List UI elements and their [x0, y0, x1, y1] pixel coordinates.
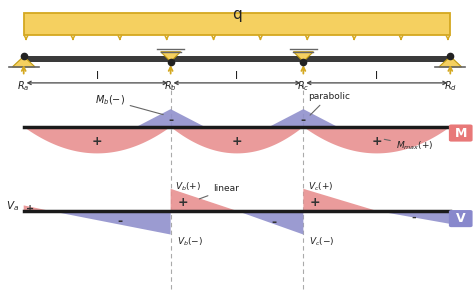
Polygon shape	[171, 127, 303, 153]
Text: $V_b(-)$: $V_b(-)$	[176, 236, 203, 248]
Text: $M_b(-)$: $M_b(-)$	[95, 93, 163, 115]
Bar	[24, 13, 450, 35]
Text: $V_c(-)$: $V_c(-)$	[310, 236, 335, 248]
Text: -: -	[271, 216, 276, 229]
Text: +: +	[26, 204, 34, 214]
Bar	[21, 56, 453, 62]
Text: $R_a$: $R_a$	[18, 79, 30, 93]
Polygon shape	[237, 211, 303, 235]
Text: -: -	[411, 212, 416, 222]
Text: V: V	[456, 212, 465, 225]
Polygon shape	[303, 127, 450, 153]
Polygon shape	[293, 52, 313, 62]
Polygon shape	[303, 189, 377, 211]
Text: $V_b(+)$: $V_b(+)$	[175, 181, 201, 193]
Polygon shape	[439, 56, 462, 67]
Text: l: l	[96, 71, 99, 81]
Polygon shape	[12, 56, 35, 67]
FancyBboxPatch shape	[449, 210, 473, 227]
Text: q: q	[232, 7, 242, 22]
Polygon shape	[161, 52, 181, 62]
Text: +: +	[372, 135, 382, 148]
Text: M: M	[455, 127, 467, 140]
Text: -: -	[117, 215, 122, 228]
Text: $R_d$: $R_d$	[444, 79, 457, 93]
Text: $V_c(+)$: $V_c(+)$	[308, 181, 334, 193]
FancyBboxPatch shape	[449, 124, 473, 142]
Text: l: l	[236, 71, 238, 81]
Text: $V_d$: $V_d$	[453, 211, 466, 225]
Text: linear: linear	[200, 184, 239, 199]
Text: +: +	[177, 196, 188, 209]
Text: $R_b$: $R_b$	[164, 79, 177, 93]
Polygon shape	[50, 211, 171, 235]
Text: -: -	[301, 114, 306, 127]
Polygon shape	[24, 205, 50, 211]
Text: $R_c$: $R_c$	[297, 79, 310, 93]
Text: parabolic: parabolic	[308, 91, 350, 115]
Polygon shape	[137, 109, 205, 127]
Polygon shape	[24, 127, 171, 153]
Polygon shape	[377, 211, 450, 224]
Text: +: +	[232, 135, 242, 148]
Polygon shape	[269, 109, 337, 127]
Text: -: -	[168, 114, 173, 127]
Text: l: l	[375, 71, 378, 81]
Text: +: +	[92, 135, 102, 148]
Text: +: +	[310, 196, 320, 209]
Text: $V_a$: $V_a$	[6, 199, 19, 213]
Polygon shape	[171, 189, 237, 211]
Text: $M_{max}(+)$: $M_{max}(+)$	[384, 139, 433, 152]
